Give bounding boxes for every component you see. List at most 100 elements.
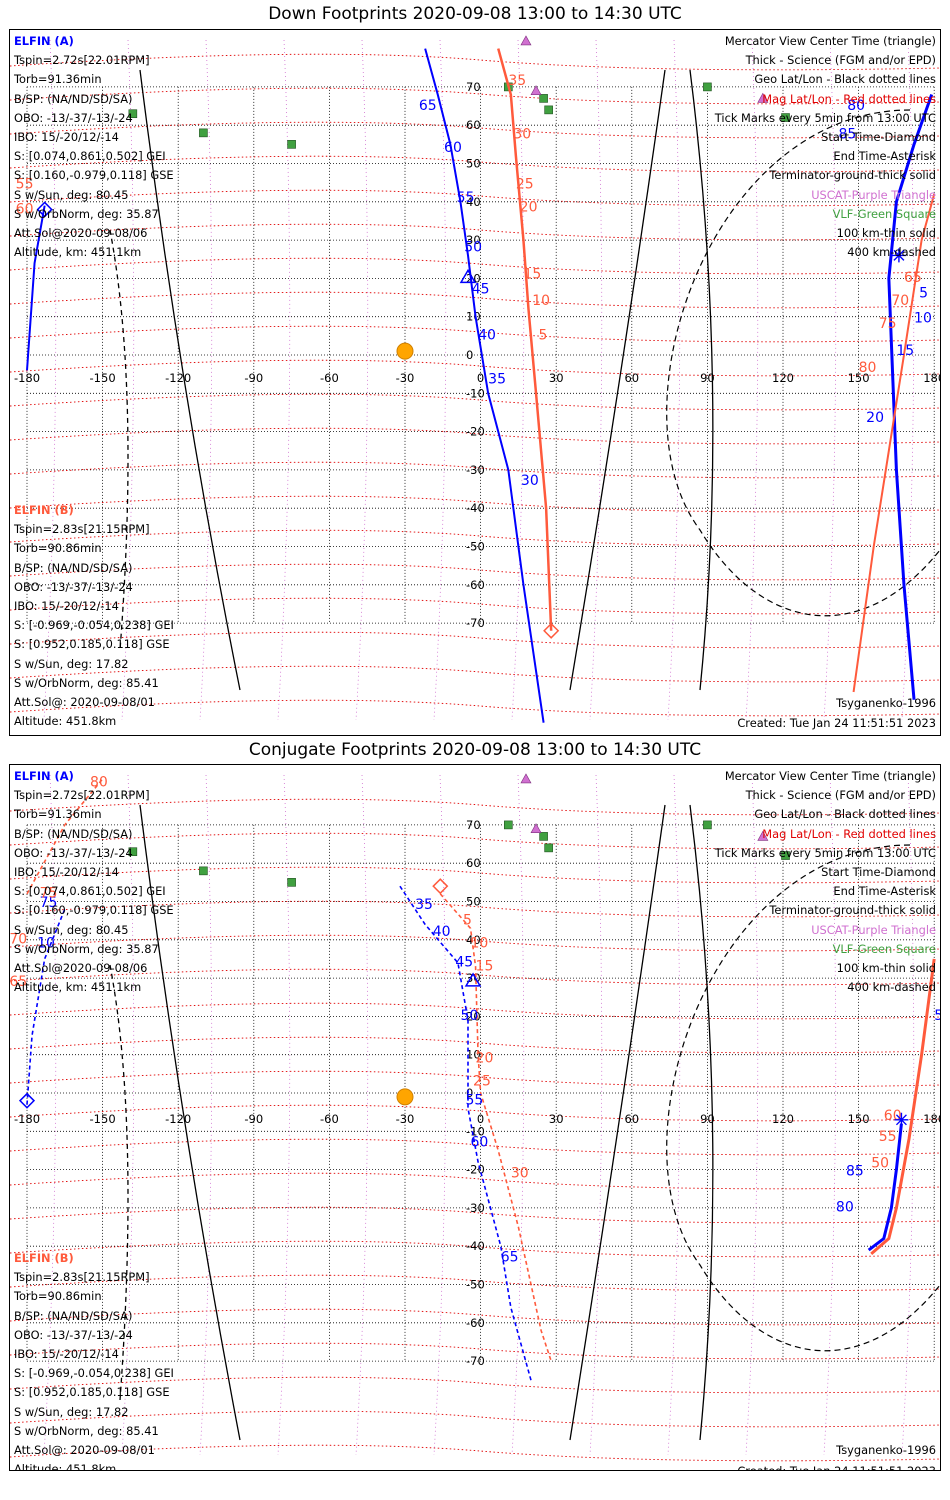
terminator-west-400km: [109, 964, 129, 1401]
latitude-label: -40: [466, 501, 485, 515]
elfin-b-conj-east: [870, 958, 936, 1255]
latitude-label: 60: [466, 856, 481, 870]
elfin-a-s-sun: S w/Sun, deg: 80.45: [14, 187, 129, 202]
longitude-label: -120: [165, 371, 191, 385]
elfin-a-time-label: 75: [40, 895, 58, 911]
legend-geo-grid: Geo Lat/Lon - Black dotted lines: [754, 72, 936, 87]
longitude-label: -30: [396, 371, 415, 385]
elfin-b-time-label: 70: [891, 293, 909, 309]
elfin-b-time-label: 65: [10, 974, 27, 990]
mag-longitude-line: [823, 39, 837, 721]
elfin-a-tspin: Tspin=2.72s[22.01RPM]: [14, 788, 150, 803]
start-diamond: [543, 622, 560, 639]
elfin-b-track: [497, 48, 553, 631]
elfin-b-info: ELFIN (B) Tspin=2.83s[21.15RPM] Torb=90.…: [14, 501, 174, 731]
vlf-station-square: [504, 820, 513, 830]
vlf-station-square: [781, 851, 790, 860]
elfin-b-s-sun: S w/Sun, deg: 17.82: [14, 1404, 129, 1419]
longitude-label: 0: [477, 371, 484, 385]
elfin-b-time-label: 30: [511, 1165, 529, 1181]
elfin-a-time-label: 40: [433, 924, 451, 940]
map-legend: Mercator View Center Time (triangle) Thi…: [715, 767, 936, 997]
end-asterisk: [891, 248, 906, 263]
mag-longitude-line: [433, 774, 447, 1456]
latitude-label: 20: [466, 1009, 481, 1023]
longitude-label: -90: [244, 371, 263, 385]
legend-terminator: Terminator-ground-thick solid: [769, 168, 936, 183]
latitude-label: -30: [466, 1201, 485, 1215]
elfin-a-attsol: Att.Sol@2020-09-08/06: [14, 961, 148, 976]
terminator-east-2: [689, 804, 714, 1441]
legend-uscat: USCAT-Purple Triangle: [811, 187, 936, 202]
created-label: Created: Tue Jan 24 11:51:51 2023: [737, 1464, 936, 1471]
latitude-label: -60: [466, 578, 485, 592]
elfin-a-time-label: 60: [471, 1135, 489, 1151]
elfin-a-info: ELFIN (A) Tspin=2.72s[22.01RPM] Torb=91.…: [14, 767, 174, 997]
mag-longitude-line: [433, 39, 447, 721]
elfin-a-s-gse: S: [0.160,-0.979,0.118] GSE: [14, 168, 174, 183]
elfin-b-s-sun: S w/Sun, deg: 17.82: [14, 656, 129, 671]
uscat-station-triangle: [530, 823, 542, 834]
legend-mag-grid: Mag Lat/Lon - Red dotted lines: [762, 91, 936, 106]
elfin-a-time-label: 80: [847, 98, 865, 114]
legend-100km: 100 km-thin solid: [836, 226, 936, 241]
elfin-a-conj-west: [26, 908, 66, 1105]
latitude-label: -70: [466, 616, 485, 630]
elfin-b-time-label: 5: [539, 328, 548, 344]
longitude-label: -150: [90, 371, 116, 385]
mag-longitude-line: [511, 39, 525, 721]
uscat-station-triangle: [757, 830, 769, 841]
center-triangle: [459, 268, 477, 284]
model-label: Tsyganenko-1996: [836, 696, 936, 710]
legend-tick-marks: Tick Marks every 5min from 13:00 UTC: [714, 110, 936, 125]
sun-icon: [396, 342, 414, 360]
mag-longitude-line: [823, 774, 837, 1456]
elfin-a-track: [424, 48, 545, 723]
elfin-a-time-label: 40: [478, 328, 496, 344]
uscat-station-triangle: [757, 92, 769, 103]
elfin-b-obo: OBO: -13/-37/-13/-24: [14, 1327, 133, 1342]
legend-start-time: Start Time-Diamond: [821, 130, 936, 145]
elfin-a-obo: OBO: -13/-37/-13/-24: [14, 845, 133, 860]
mag-longitude-line: [199, 774, 213, 1456]
elfin-a-bsp: B/SP: (NA/ND/SD/SA): [14, 826, 133, 841]
legend-thick-science: Thick - Science (FGM and/or EPD): [745, 53, 936, 68]
longitude-label: -60: [320, 371, 339, 385]
elfin-a-time-label: 65: [501, 1250, 519, 1266]
vlf-station-square: [199, 128, 208, 138]
elfin-a-time-label: 65: [419, 98, 437, 114]
elfin-a-s-sun: S w/Sun, deg: 80.45: [14, 922, 129, 937]
latitude-label: -70: [466, 1354, 485, 1368]
elfin-a-s-gei: S: [0.074,0.861,0.502] GEI: [14, 149, 166, 164]
mag-longitude-line: [589, 39, 603, 721]
elfin-a-time-label: 85: [846, 1163, 864, 1179]
terminator-west-400km: [109, 229, 129, 651]
elfin-b-time-label: 55: [16, 176, 34, 192]
elfin-b-label: ELFIN (B): [14, 1251, 74, 1265]
latitude-label: 40: [466, 933, 481, 947]
mag-longitude-line: [745, 774, 759, 1456]
elfin-a-torb: Torb=91.36min: [14, 807, 102, 822]
elfin-a-track-west: [26, 205, 46, 371]
legend-end-time: End Time-Asterisk: [833, 149, 936, 164]
terminator-west: [139, 804, 241, 1441]
elfin-b-ibo: IBO: 15/-20/12/-14: [14, 599, 119, 614]
vlf-station-square: [128, 847, 138, 857]
elfin-b-time-label: 30: [513, 127, 531, 143]
elfin-b-obo: OBO: -13/-37/-13/-24: [14, 579, 133, 594]
elfin-a-attsol: Att.Sol@2020-09-08/06: [14, 226, 148, 241]
elfin-a-time-label: 45: [455, 955, 473, 971]
uscat-station-triangle: [520, 35, 532, 46]
down-map-svg: -180-150-120-90-60-300306090120150180706…: [10, 35, 940, 723]
latitude-label: 10: [466, 310, 481, 324]
model-label: Tsyganenko-1996: [836, 1443, 936, 1457]
legend-400km: 400 km-dashed: [847, 245, 936, 260]
elfin-a-time-label: 45: [472, 282, 490, 298]
elfin-b-time-label: 25: [516, 176, 534, 192]
start-diamond: [432, 878, 449, 895]
elfin-b-s-gei: S: [-0.969,-0.054,0.238] GEI: [14, 618, 174, 633]
vlf-station-square: [544, 105, 553, 115]
elfin-b-time-label: 60: [16, 201, 34, 217]
elfin-a-time-label: 50: [464, 240, 482, 256]
vlf-station-square: [539, 94, 548, 103]
